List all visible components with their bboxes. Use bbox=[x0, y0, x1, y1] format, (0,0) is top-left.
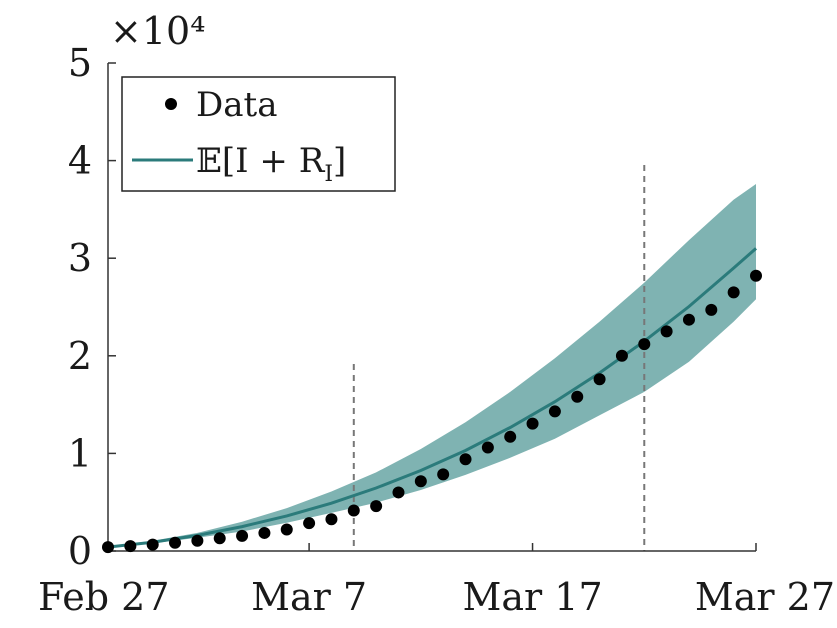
data-point bbox=[325, 513, 338, 526]
y-tick-label: 2 bbox=[68, 334, 92, 378]
data-point bbox=[727, 286, 740, 299]
data-point bbox=[102, 541, 114, 554]
data-point bbox=[571, 390, 584, 403]
data-point bbox=[258, 526, 271, 539]
data-point bbox=[504, 430, 517, 443]
data-point bbox=[437, 468, 450, 481]
data-point bbox=[705, 303, 718, 316]
legend-data-marker bbox=[165, 98, 177, 110]
data-point bbox=[213, 532, 226, 545]
data-point bbox=[682, 313, 695, 326]
data-point bbox=[615, 349, 628, 362]
data-point bbox=[347, 504, 360, 517]
y-tick-label: 5 bbox=[68, 41, 92, 85]
x-tick-label: Mar 7 bbox=[251, 575, 367, 619]
legend-label-data: Data bbox=[196, 85, 277, 125]
legend-label-model: 𝔼[I + RI] bbox=[196, 141, 346, 187]
data-point bbox=[124, 540, 137, 553]
data-point bbox=[481, 441, 494, 454]
data-point bbox=[370, 500, 383, 513]
data-point bbox=[526, 417, 539, 430]
data-point bbox=[280, 523, 293, 536]
model-mean-line bbox=[107, 247, 757, 549]
data-point bbox=[548, 405, 561, 418]
legend: Data 𝔼[I + RI] bbox=[121, 76, 396, 192]
data-point bbox=[169, 536, 182, 549]
data-point bbox=[459, 453, 472, 466]
y-tick-label: 3 bbox=[68, 236, 92, 280]
y-tick-label: 1 bbox=[68, 431, 92, 475]
data-point bbox=[146, 538, 159, 551]
x-tick-label: Feb 27 bbox=[38, 575, 170, 619]
y-tick-label: 0 bbox=[68, 529, 92, 573]
legend-box bbox=[121, 76, 396, 192]
data-point bbox=[638, 338, 651, 351]
data-point bbox=[191, 534, 204, 547]
x-tick-label: Mar 17 bbox=[462, 575, 602, 619]
y-tick-label: 4 bbox=[68, 139, 92, 183]
data-point bbox=[392, 486, 405, 499]
confidence-band bbox=[108, 184, 756, 548]
data-point bbox=[750, 269, 762, 282]
data-point bbox=[593, 373, 606, 386]
data-point bbox=[303, 517, 316, 530]
data-point bbox=[660, 325, 673, 338]
x-tick-label: Mar 27 bbox=[695, 575, 835, 619]
y-multiplier-label: ×10⁴ bbox=[110, 9, 205, 53]
data-point bbox=[414, 475, 427, 488]
data-point bbox=[236, 529, 249, 542]
